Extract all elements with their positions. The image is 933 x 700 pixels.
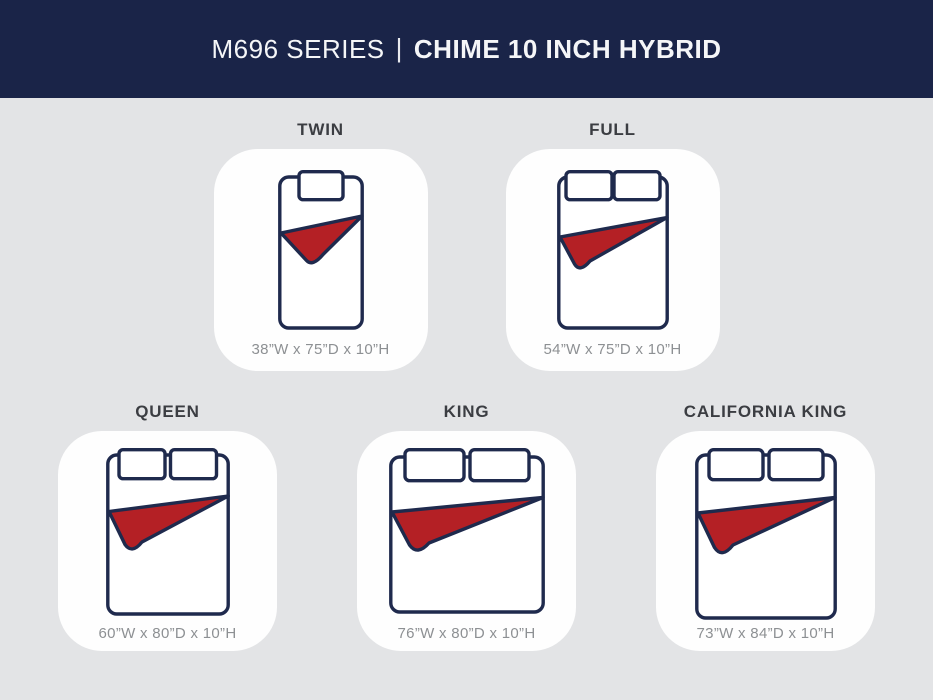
pillow-icon xyxy=(116,448,167,481)
size-label-twin: TWIN xyxy=(297,120,344,139)
pillow-icon xyxy=(611,170,662,202)
header-banner: M696 SERIES | CHIME 10 INCH HYBRID xyxy=(0,0,933,98)
card-full: 54”W x 75”D x 10”H xyxy=(505,149,720,371)
card-queen: 60”W x 80”D x 10”H xyxy=(58,431,277,651)
pillow-icon xyxy=(402,448,466,483)
size-chart: TWIN 38”W x 75”D x 10”H FULL 54”W xyxy=(0,120,933,651)
mattress-outline xyxy=(105,453,230,616)
size-label-california-king: CALIFORNIA KING xyxy=(683,402,848,421)
product-name: CHIME 10 INCH HYBRID xyxy=(413,33,722,64)
mattress-outline xyxy=(388,455,545,614)
size-dimensions-king: 76”W x 80”D x 10”H xyxy=(397,625,536,642)
blanket-fold-icon xyxy=(106,494,230,551)
size-label-full: FULL xyxy=(589,120,636,139)
blanket-fold-icon xyxy=(695,495,837,555)
size-row-bottom: QUEEN 60”W x 80”D x 10”H KING xyxy=(0,402,933,651)
pillow-icon xyxy=(766,448,825,482)
size-card-queen: QUEEN 60”W x 80”D x 10”H xyxy=(58,402,277,651)
size-dimensions-full: 54”W x 75”D x 10”H xyxy=(543,341,682,358)
blanket-fold-icon xyxy=(389,495,545,552)
card-king: 76”W x 80”D x 10”H xyxy=(357,431,576,651)
size-dimensions-queen: 60”W x 80”D x 10”H xyxy=(98,625,237,642)
size-row-top: TWIN 38”W x 75”D x 10”H FULL 54”W xyxy=(0,120,933,371)
card-california-king: 73”W x 84”D x 10”H xyxy=(656,431,875,651)
card-twin: 38”W x 75”D x 10”H xyxy=(213,149,428,371)
pillow-icon xyxy=(706,448,765,482)
pillow-icon xyxy=(168,448,218,481)
blanket-fold-icon xyxy=(557,215,669,270)
bed-diagram-full-icon xyxy=(556,170,669,330)
blanket-fold-icon xyxy=(278,214,364,265)
bed-diagram-king-icon xyxy=(388,448,545,614)
bed-diagram-queen-icon xyxy=(105,448,230,616)
pillow-icon xyxy=(467,448,531,483)
size-card-king: KING 76”W x 80”D x 10”H xyxy=(357,402,576,651)
series-name: M696 SERIES xyxy=(211,33,385,64)
title-separator: | xyxy=(395,32,403,63)
pillow-icon xyxy=(296,170,345,202)
size-label-king: KING xyxy=(443,402,490,421)
size-card-full: FULL 54”W x 75”D x 10”H xyxy=(505,120,720,371)
pillow-icon xyxy=(563,170,614,202)
size-dimensions-twin: 38”W x 75”D x 10”H xyxy=(251,341,390,358)
page-title: M696 SERIES | CHIME 10 INCH HYBRID xyxy=(211,32,722,65)
size-dimensions-california-king: 73”W x 84”D x 10”H xyxy=(696,625,835,642)
size-card-twin: TWIN 38”W x 75”D x 10”H xyxy=(213,120,428,371)
mattress-outline xyxy=(694,453,837,620)
bed-diagram-california-king-icon xyxy=(694,448,837,620)
size-card-california-king: CALIFORNIA KING 73”W x 84”D x 10”H xyxy=(656,402,875,651)
size-label-queen: QUEEN xyxy=(135,402,200,421)
bed-diagram-twin-icon xyxy=(277,170,364,330)
